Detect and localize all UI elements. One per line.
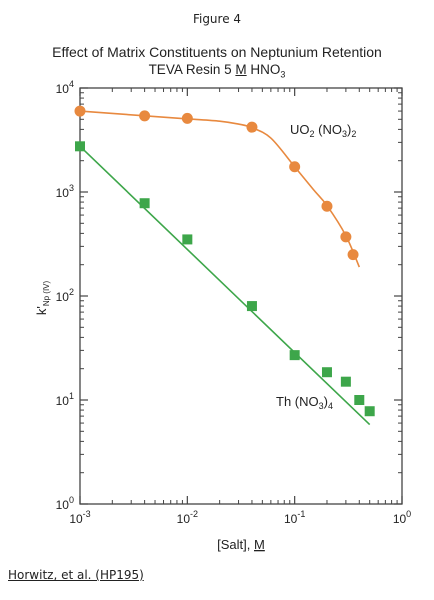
data-point-uo2 [74, 105, 86, 117]
series-label-th: Th (NO3)4 [276, 394, 333, 411]
x-tick-label: 10-3 [69, 509, 90, 526]
data-point-th [340, 376, 351, 387]
chart-subtitle: TEVA Resin 5 M HNO3 [0, 62, 434, 80]
major-ticks [79, 87, 403, 505]
y-tick-label: 104 [56, 79, 74, 96]
data-point-th [354, 395, 365, 405]
plot-frame [79, 87, 403, 505]
figure-label: Figure 4 [192, 12, 242, 26]
x-tick-label: 10-1 [284, 509, 305, 526]
data-point-uo2 [347, 249, 359, 261]
subtitle-acid-sub: 3 [280, 69, 286, 80]
subtitle-resin: TEVA Resin [148, 62, 221, 77]
data-point-th [246, 301, 257, 312]
series-fit-line-th [79, 145, 371, 426]
data-point-th [182, 234, 193, 245]
data-point-uo2 [289, 161, 301, 173]
x-tick-labels: 10-3 10-2 10-1 100 [69, 509, 411, 526]
y-axis-label: k'Np (IV) [34, 281, 51, 316]
data-point-uo2 [246, 121, 258, 133]
y-tick-label: 100 [56, 495, 74, 512]
data-point-uo2 [340, 231, 352, 243]
x-tick-label: 10-2 [177, 509, 198, 526]
data-point-uo2 [181, 112, 193, 124]
minor-ticks [80, 88, 402, 504]
data-point-th [321, 367, 332, 378]
series-label-uo2: UO2 (NO3)2 [290, 122, 356, 139]
series-layer [74, 105, 375, 426]
subtitle-conc: 5 [224, 62, 232, 77]
data-point-th [364, 406, 375, 417]
chart-title: Effect of Matrix Constituents on Neptuni… [52, 44, 382, 60]
y-tick-labels: 100 101 102 103 104 [56, 79, 74, 512]
subtitle-unit: M [235, 62, 247, 77]
x-tick-label: 100 [393, 509, 411, 526]
y-tick-label: 101 [56, 391, 74, 408]
x-axis-label: [Salt], M [217, 537, 265, 552]
data-point-th [289, 350, 300, 361]
data-point-th [75, 141, 85, 152]
y-tick-label: 103 [56, 183, 74, 200]
data-point-th [139, 198, 150, 209]
data-point-uo2 [321, 200, 333, 212]
source-note: Horwitz, et al. (HP195) [8, 568, 144, 582]
data-point-uo2 [139, 110, 151, 122]
y-tick-label: 102 [56, 287, 74, 304]
subtitle-acid: HNO [250, 62, 281, 77]
